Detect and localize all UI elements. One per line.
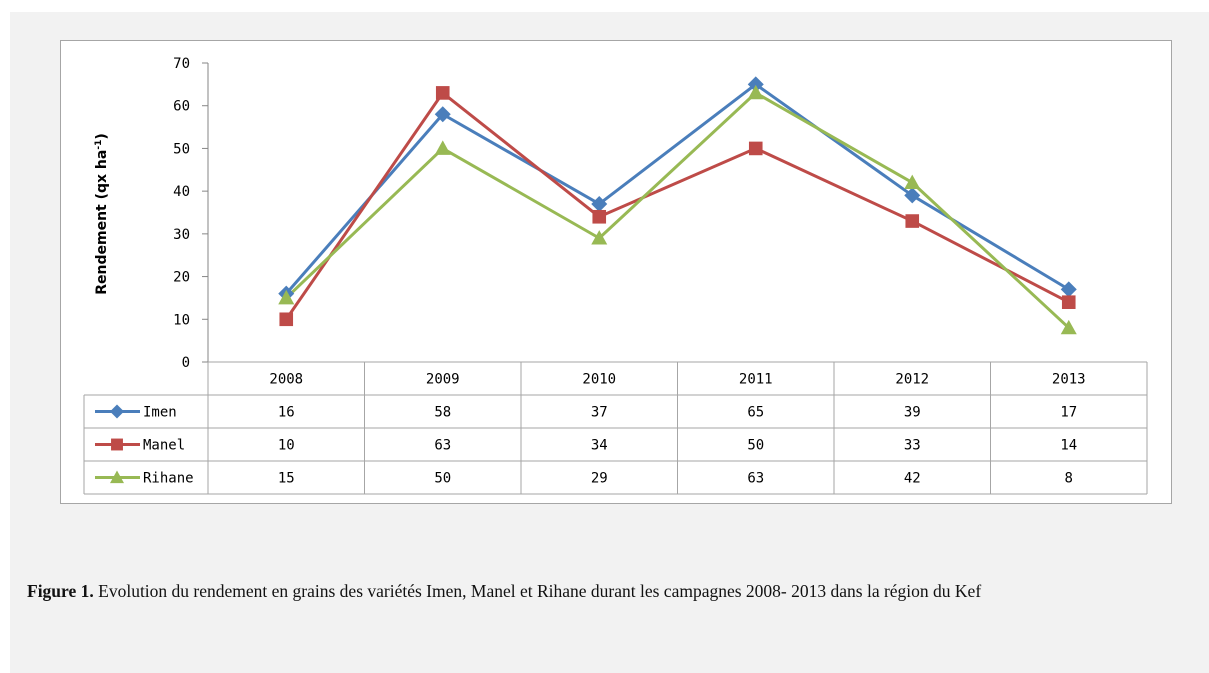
data-label-manel: 14 bbox=[1060, 438, 1077, 454]
data-label-rihane: 29 bbox=[591, 471, 608, 487]
caption-text: Evolution du rendement en grains des var… bbox=[93, 581, 982, 601]
series-line-imen bbox=[285, 82, 1070, 295]
data-label-imen: 39 bbox=[904, 405, 921, 421]
data-point-imen bbox=[747, 76, 764, 93]
y-tick-label: 30 bbox=[173, 227, 190, 243]
chart-area bbox=[60, 40, 1172, 504]
data-label-manel: 34 bbox=[591, 438, 608, 454]
y-tick-label: 60 bbox=[173, 99, 190, 115]
data-label-imen: 37 bbox=[591, 405, 608, 421]
data-label-rihane: 15 bbox=[278, 471, 295, 487]
data-point-manel bbox=[435, 86, 450, 100]
category-label: 2008 bbox=[269, 372, 303, 388]
y-tick-label: 0 bbox=[182, 355, 190, 371]
data-label-manel: 63 bbox=[434, 438, 451, 454]
data-point-rihane bbox=[278, 289, 295, 305]
category-label: 2010 bbox=[582, 372, 616, 388]
legend-marker-manel bbox=[111, 438, 123, 451]
category-label: 2013 bbox=[1052, 372, 1086, 388]
figure-caption: Figure 1. Evolution du rendement en grai… bbox=[27, 574, 1202, 608]
legend-label-imen: Imen bbox=[143, 405, 177, 421]
y-tick-label: 40 bbox=[173, 184, 190, 200]
series-line-rihane bbox=[285, 91, 1070, 329]
category-label: 2012 bbox=[895, 372, 929, 388]
line-chart: 0 10 20 30 40 50 60 70 2008 2009 2010 2011 2012 2013… bbox=[83, 56, 1148, 495]
data-point-rihane bbox=[591, 230, 608, 245]
y-tick-label: 50 bbox=[173, 141, 190, 157]
data-point-manel bbox=[592, 209, 607, 224]
data-label-manel: 33 bbox=[904, 438, 921, 454]
data-point-imen bbox=[591, 195, 608, 212]
data-point-rihane bbox=[904, 174, 921, 189]
data-point-imen bbox=[1060, 281, 1077, 298]
y-axis-label: Rendement (qx ha-1) bbox=[94, 133, 110, 295]
legend-label-rihane: Rihane bbox=[143, 471, 194, 487]
series-line-manel bbox=[285, 91, 1070, 321]
legend-marker-rihane bbox=[110, 470, 124, 484]
data-point-manel bbox=[748, 141, 763, 156]
data-point-rihane bbox=[434, 140, 451, 155]
caption-label: Figure 1. bbox=[27, 581, 94, 601]
data-point-manel bbox=[279, 312, 294, 327]
y-tick-label: 20 bbox=[173, 270, 190, 286]
y-tick-label: 10 bbox=[173, 312, 190, 328]
data-label-manel: 50 bbox=[747, 438, 764, 454]
data-label-rihane: 42 bbox=[904, 471, 921, 487]
legend-label-manel: Manel bbox=[143, 438, 185, 454]
y-tick-label: 70 bbox=[173, 56, 190, 72]
data-point-imen bbox=[434, 106, 451, 123]
data-label-rihane: 50 bbox=[434, 471, 451, 487]
data-label-imen: 65 bbox=[747, 405, 764, 421]
data-point-manel bbox=[905, 214, 920, 228]
data-point-imen bbox=[904, 187, 921, 204]
data-label-rihane: 63 bbox=[747, 471, 764, 487]
category-label: 2011 bbox=[739, 372, 773, 388]
legend-marker-imen bbox=[110, 404, 124, 419]
category-label: 2009 bbox=[426, 372, 460, 388]
data-label-rihane: 8 bbox=[1065, 471, 1073, 487]
data-point-rihane bbox=[1060, 319, 1077, 335]
data-point-rihane bbox=[747, 84, 764, 100]
data-label-manel: 10 bbox=[278, 438, 295, 454]
data-label-imen: 58 bbox=[434, 405, 451, 421]
data-point-manel bbox=[1061, 295, 1076, 309]
data-label-imen: 17 bbox=[1060, 405, 1077, 421]
data-label-imen: 16 bbox=[278, 405, 295, 421]
